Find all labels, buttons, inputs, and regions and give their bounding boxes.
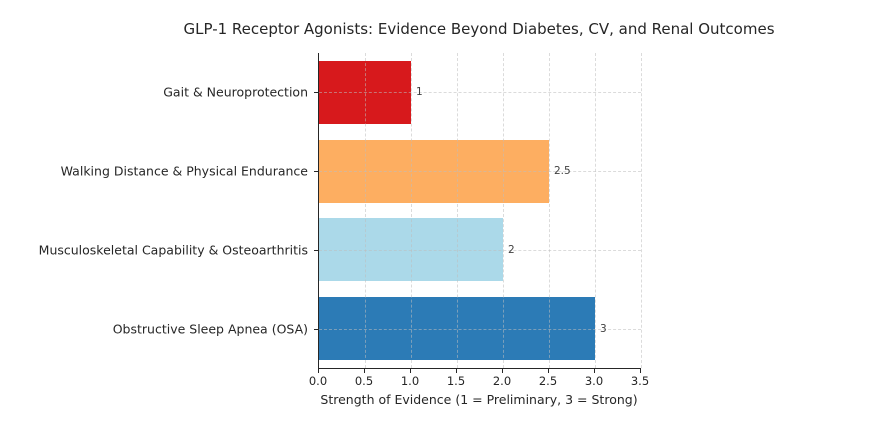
grid-line-horizontal — [319, 328, 641, 330]
x-tick-mark — [640, 369, 641, 373]
grid-line-vertical — [503, 53, 504, 368]
plot-area: 1 2.5 2 3 — [318, 53, 642, 369]
bar-value-label: 2.5 — [554, 165, 571, 178]
x-tick-label: 2.0 — [492, 374, 512, 388]
grid-line-vertical — [457, 53, 458, 368]
y-category-label: Gait & Neuroprotection — [163, 84, 308, 100]
x-tick-mark — [410, 369, 411, 373]
y-tick-mark — [314, 92, 318, 94]
x-tick-label: 2.5 — [538, 374, 558, 388]
bar-value-label: 3 — [600, 322, 607, 335]
y-category-label: Obstructive Sleep Apnea (OSA) — [112, 321, 308, 337]
y-tick-mark — [314, 328, 318, 330]
bar-value-label: 1 — [416, 86, 423, 99]
chart-title: GLP-1 Receptor Agonists: Evidence Beyond… — [183, 20, 775, 38]
x-tick-label: 1.5 — [446, 374, 466, 388]
x-tick-mark — [456, 369, 457, 373]
grid-line-horizontal — [319, 249, 641, 251]
y-tick-mark — [314, 171, 318, 173]
y-tick-mark — [314, 249, 318, 251]
x-axis-label: Strength of Evidence (1 = Preliminary, 3… — [320, 392, 638, 407]
x-tick-label: 1.0 — [400, 374, 420, 388]
x-tick-label: 0.5 — [354, 374, 374, 388]
x-tick-mark — [364, 369, 365, 373]
bar-value-label: 2 — [508, 243, 515, 256]
grid-line-vertical — [411, 53, 412, 368]
grid-line-vertical — [595, 53, 596, 368]
grid-line-horizontal — [319, 92, 641, 94]
grid-line-horizontal — [319, 171, 641, 173]
x-tick-mark — [318, 369, 319, 373]
grid-line-vertical — [549, 53, 550, 368]
x-tick-label: 3.0 — [584, 374, 604, 388]
y-category-label: Musculoskeletal Capability & Osteoarthri… — [38, 242, 308, 258]
x-tick-mark — [548, 369, 549, 373]
grid-line-vertical — [641, 53, 642, 368]
y-category-label: Walking Distance & Physical Endurance — [60, 163, 308, 179]
x-tick-label: 3.5 — [630, 374, 650, 388]
x-tick-mark — [594, 369, 595, 373]
grid-line-vertical — [365, 53, 366, 368]
x-tick-label: 0.0 — [308, 374, 328, 388]
x-tick-mark — [502, 369, 503, 373]
